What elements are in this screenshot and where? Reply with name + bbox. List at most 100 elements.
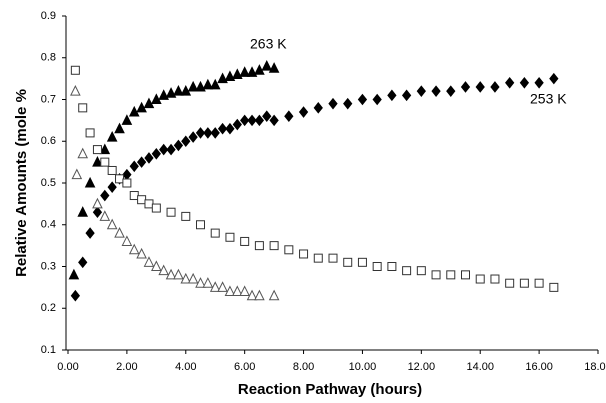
point xyxy=(298,106,309,118)
point xyxy=(84,176,96,188)
point xyxy=(136,101,147,113)
point xyxy=(122,168,132,181)
y-tick-label: 0.6 xyxy=(41,135,56,147)
point xyxy=(158,264,170,276)
point xyxy=(246,66,258,77)
point xyxy=(475,81,485,93)
x-tick-label: 6.00 xyxy=(234,361,255,373)
point xyxy=(328,253,338,263)
point xyxy=(268,289,280,301)
point xyxy=(534,278,544,288)
point xyxy=(313,102,323,114)
point xyxy=(519,278,529,288)
point xyxy=(100,189,110,202)
point xyxy=(143,97,155,109)
point xyxy=(159,143,169,156)
point xyxy=(129,160,139,173)
point xyxy=(209,281,221,292)
point xyxy=(416,266,426,276)
point xyxy=(284,110,294,123)
x-tick-label: 12.00 xyxy=(408,361,436,373)
point xyxy=(247,114,257,127)
y-tick-label: 0.7 xyxy=(41,93,56,105)
point xyxy=(92,206,103,219)
point xyxy=(372,93,382,106)
point xyxy=(151,260,162,271)
point xyxy=(202,277,214,288)
point xyxy=(225,232,235,242)
point xyxy=(144,199,154,209)
x-tick-label: 2.00 xyxy=(116,361,137,373)
point xyxy=(240,114,250,127)
point xyxy=(240,236,250,246)
point xyxy=(181,135,191,148)
point xyxy=(254,241,264,251)
point xyxy=(188,131,198,143)
x-tick-label: 16.00 xyxy=(525,361,553,373)
x-tick-label: 14.00 xyxy=(466,361,494,373)
y-tick-label: 0.1 xyxy=(41,344,56,356)
point xyxy=(106,218,118,230)
x-tick-label: 0.00 xyxy=(57,361,78,373)
point xyxy=(519,76,530,89)
y-tick-label: 0.2 xyxy=(41,302,56,314)
point xyxy=(401,89,412,102)
point xyxy=(446,270,456,280)
point xyxy=(78,103,88,113)
x-tick-label: 10.00 xyxy=(349,361,377,373)
point xyxy=(187,272,199,284)
y-tick-label: 0.5 xyxy=(41,177,56,189)
point xyxy=(70,65,80,75)
point xyxy=(165,87,177,98)
point xyxy=(549,72,559,85)
point xyxy=(107,165,117,175)
x-tick-label: 4.00 xyxy=(175,361,196,373)
point xyxy=(115,174,125,184)
point xyxy=(416,85,426,97)
point xyxy=(217,72,228,84)
point xyxy=(165,268,177,280)
x-tick-label: 8.00 xyxy=(293,361,314,373)
point xyxy=(68,268,80,280)
point xyxy=(187,80,199,92)
point xyxy=(254,289,265,301)
point xyxy=(70,289,81,302)
point xyxy=(158,89,170,100)
point xyxy=(151,147,161,160)
point xyxy=(100,157,110,167)
point xyxy=(261,59,273,71)
point xyxy=(231,68,243,79)
point xyxy=(107,181,117,193)
point xyxy=(173,139,184,152)
annotation: 253 K xyxy=(530,91,567,107)
point xyxy=(231,285,243,297)
point xyxy=(239,66,250,77)
point xyxy=(210,228,220,238)
point xyxy=(106,130,118,142)
point xyxy=(78,256,88,269)
point xyxy=(180,85,192,96)
point xyxy=(85,128,95,138)
point xyxy=(209,78,221,90)
x-tick-label: 18.00 xyxy=(584,361,606,373)
point xyxy=(475,274,485,284)
point xyxy=(151,93,162,104)
point xyxy=(166,207,176,217)
point xyxy=(173,268,184,280)
point xyxy=(460,81,471,93)
point xyxy=(77,206,89,217)
y-tick-label: 0.4 xyxy=(41,219,56,231)
point xyxy=(144,152,154,164)
point xyxy=(254,64,265,75)
point xyxy=(202,78,214,90)
point xyxy=(490,274,500,284)
point xyxy=(269,241,279,251)
point xyxy=(196,220,205,230)
point xyxy=(173,85,184,96)
y-axis-title: Relative Amounts (mole % xyxy=(13,89,30,277)
point xyxy=(136,156,147,168)
point xyxy=(224,285,236,297)
point xyxy=(343,97,353,110)
point xyxy=(77,147,89,159)
